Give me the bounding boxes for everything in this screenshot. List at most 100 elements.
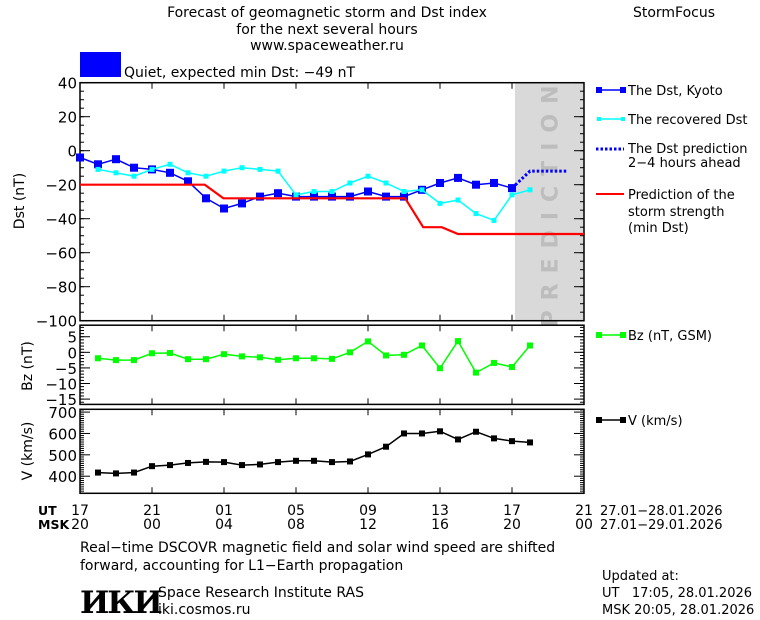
ut-date-range: 27.01−28.01.2026 — [600, 504, 723, 519]
y-tick-label: −80 — [45, 279, 77, 297]
x-tick-label-msk: 08 — [287, 517, 305, 533]
y-tick-label: 5 — [67, 329, 77, 347]
series-line — [97, 430, 531, 475]
data-point — [239, 353, 245, 360]
legend-v: V (km/s) — [596, 414, 683, 429]
svg-text:V (km/s): V (km/s) — [628, 414, 683, 429]
y-tick-label: 0 — [67, 143, 77, 161]
data-point — [491, 217, 497, 223]
x-tick-label-msk: 00 — [575, 517, 593, 533]
bz-axis-label: Bz (nT) — [20, 341, 36, 391]
footer-note-line-2: forward, accounting for L1−Earth propaga… — [80, 558, 403, 574]
data-point — [293, 457, 299, 464]
series-line — [79, 156, 513, 210]
x-tick-label-ut: 01 — [215, 503, 233, 519]
data-point — [347, 458, 353, 465]
data-point — [311, 355, 317, 362]
y-tick-label: −100 — [36, 313, 77, 331]
y-tick-label: −20 — [45, 177, 77, 195]
data-point — [166, 168, 174, 177]
data-point — [184, 177, 192, 186]
series-the-dst-prediction — [510, 169, 568, 190]
y-tick-label: 20 — [58, 109, 77, 127]
data-point — [185, 356, 191, 363]
data-point — [473, 428, 479, 435]
data-point — [274, 189, 282, 198]
svg-text:2−4 hours ahead: 2−4 hours ahead — [628, 156, 741, 171]
data-point — [401, 430, 407, 437]
data-point — [365, 338, 371, 345]
legend: The Dst, Kyoto The recovered Dst The Dst… — [596, 84, 748, 429]
data-point — [455, 436, 461, 443]
institute-website[interactable]: iki.cosmos.ru — [158, 602, 250, 618]
data-point — [491, 359, 497, 366]
data-point — [112, 155, 120, 164]
data-point — [436, 179, 444, 187]
data-point — [131, 469, 137, 476]
brand-name: StormFocus — [633, 5, 715, 21]
data-point — [256, 192, 264, 201]
svg-text:The Dst prediction: The Dst prediction — [627, 142, 748, 157]
data-point — [130, 163, 138, 172]
y-tick-label: −5 — [55, 360, 77, 378]
data-point — [419, 430, 425, 437]
data-point — [167, 349, 173, 356]
x-tick-label-ut: 05 — [287, 503, 305, 519]
svg-text:(min Dst): (min Dst) — [628, 221, 689, 236]
x-tick-label-ut: 21 — [143, 503, 161, 519]
data-point — [383, 443, 389, 450]
data-point — [329, 189, 335, 194]
institute-name: Space Research Institute RAS — [158, 585, 364, 601]
footer-note-line-1: Real−time DSCOVR magnetic field and sola… — [80, 540, 555, 556]
dst-axis-label: Dst (nT) — [12, 173, 28, 229]
data-point — [365, 451, 371, 458]
data-point — [257, 354, 263, 361]
data-point — [473, 369, 479, 376]
data-point — [293, 355, 299, 362]
legend-dst-kyoto: The Dst, Kyoto — [596, 84, 723, 99]
series-line — [80, 183, 584, 236]
panel-frame — [79, 81, 585, 322]
legend-dst-prediction: The Dst prediction 2−4 hours ahead — [596, 142, 748, 171]
x-tick-label-ut: 21 — [575, 503, 593, 519]
x-tick-label-ut: 17 — [503, 503, 521, 519]
panel-2: 700 600 500 400 — [48, 404, 585, 495]
data-point — [383, 352, 389, 359]
data-point — [94, 160, 102, 169]
data-point — [527, 342, 533, 349]
y-tick-label: −10 — [45, 376, 77, 394]
data-point — [365, 173, 371, 179]
data-point — [167, 462, 173, 469]
panel-frame — [79, 408, 585, 495]
data-point — [167, 161, 173, 167]
data-point — [220, 204, 228, 213]
data-point — [454, 173, 462, 182]
data-point — [419, 187, 425, 193]
data-point — [437, 428, 443, 435]
data-point — [275, 356, 281, 363]
data-point — [311, 457, 317, 464]
data-point — [257, 166, 263, 172]
x-tick-label-ut: 13 — [431, 503, 449, 519]
status-text: Quiet, expected min Dst: −49 nT — [124, 65, 356, 81]
data-point — [346, 192, 354, 201]
data-point — [527, 187, 533, 193]
data-point — [491, 435, 497, 442]
title-line-2: for the next several hours — [236, 22, 417, 38]
data-point — [383, 180, 389, 186]
data-point — [149, 350, 155, 357]
data-point — [401, 189, 407, 194]
data-point — [382, 192, 390, 201]
data-point — [509, 438, 515, 445]
series-v-km-s- — [95, 428, 533, 477]
svg-text:storm strength: storm strength — [628, 205, 725, 220]
prediction-band-label: PREDICTION — [539, 76, 564, 327]
title-line-3: www.spaceweather.ru — [250, 38, 404, 54]
data-point — [310, 192, 318, 201]
data-point — [329, 355, 335, 362]
title-line-1: Forecast of geomagnetic storm and Dst in… — [167, 5, 487, 21]
data-point — [203, 173, 209, 179]
data-point — [401, 351, 407, 358]
data-point — [203, 458, 209, 465]
data-point — [419, 342, 425, 349]
